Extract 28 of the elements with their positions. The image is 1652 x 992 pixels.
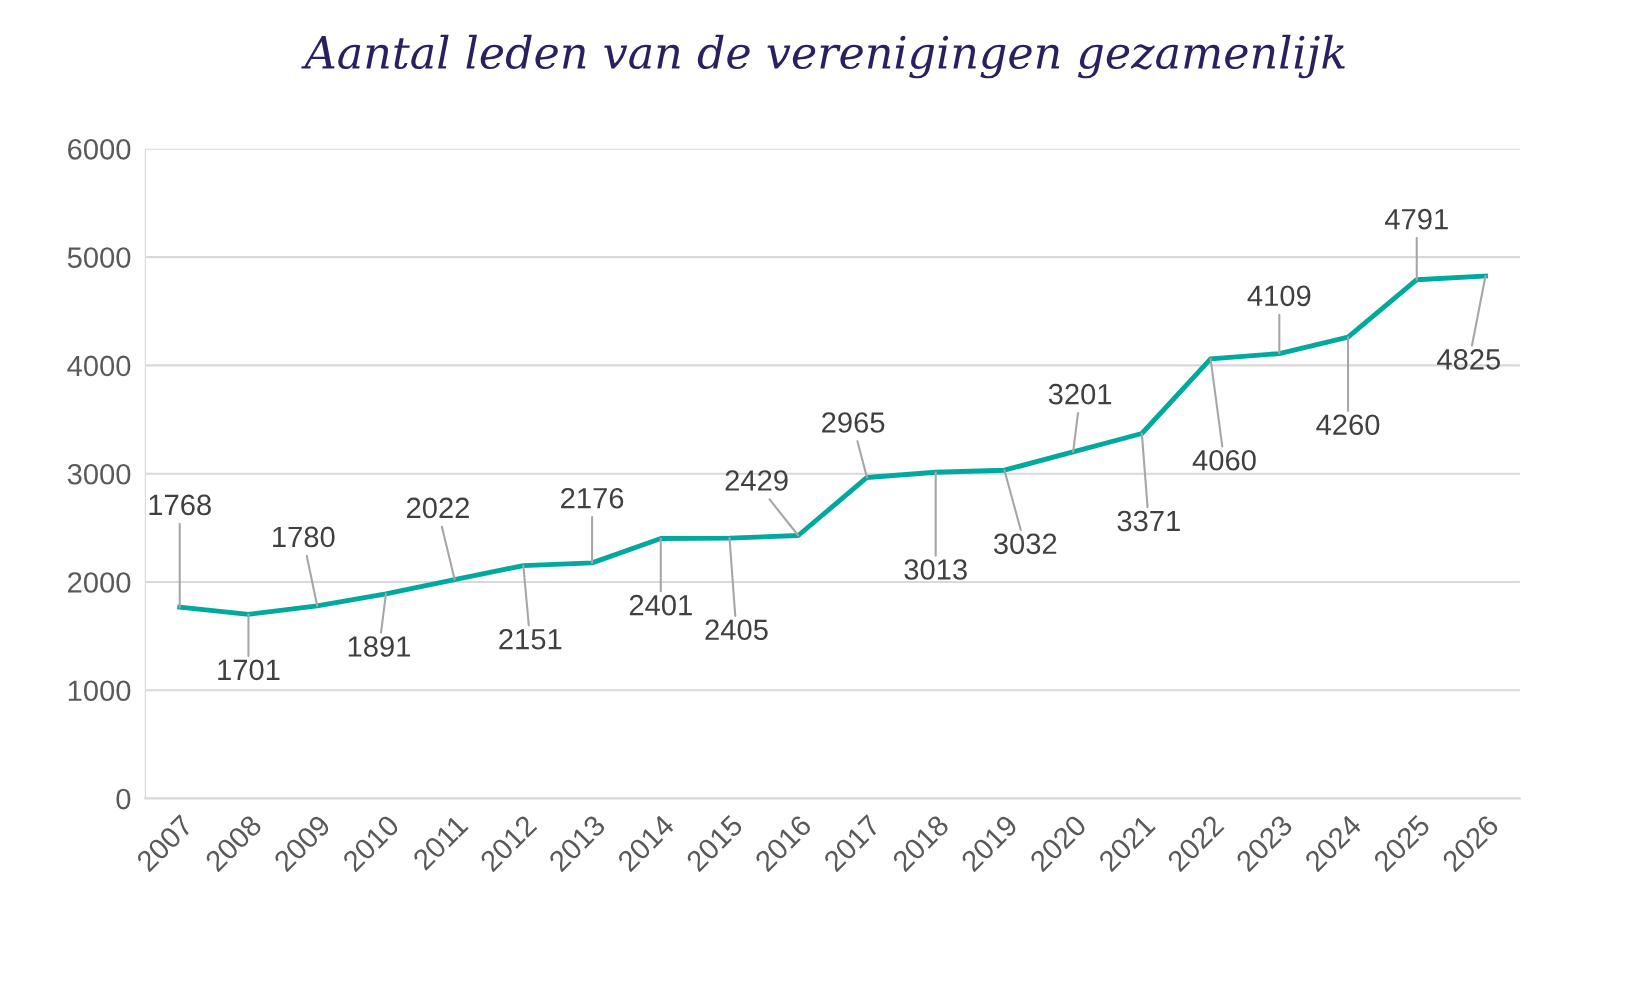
y-tick-label: 1000 bbox=[68, 680, 131, 702]
data-label: 1891 bbox=[348, 636, 410, 657]
data-label: 4109 bbox=[1247, 285, 1311, 307]
data-label: 2401 bbox=[629, 594, 692, 616]
data-label: 3032 bbox=[993, 533, 1057, 555]
chart-title: Aantal leden van de verenigingen gezamenlijk bbox=[301, 34, 1345, 79]
data-label: 2429 bbox=[725, 470, 788, 491]
y-tick-label: 4000 bbox=[67, 355, 131, 377]
data-label: 1701 bbox=[218, 659, 280, 681]
data-label: 3013 bbox=[904, 559, 967, 580]
y-tick-label: 2000 bbox=[68, 572, 131, 593]
data-label: 4260 bbox=[1316, 414, 1380, 436]
data-label: 2176 bbox=[561, 487, 624, 509]
data-label: 3201 bbox=[1048, 383, 1112, 405]
data-label: 2965 bbox=[822, 412, 885, 433]
data-label: 1780 bbox=[273, 526, 335, 548]
data-label: 3371 bbox=[1117, 510, 1180, 532]
y-tick-label: 6000 bbox=[68, 139, 131, 160]
data-label: 1768 bbox=[149, 494, 211, 516]
data-label: 2405 bbox=[705, 619, 768, 641]
y-tick-label: 5000 bbox=[67, 247, 131, 268]
y-tick-label: 3000 bbox=[67, 463, 131, 485]
data-label: 2022 bbox=[406, 497, 469, 519]
y-tick-label: 0 bbox=[116, 788, 131, 810]
data-label: 2151 bbox=[499, 628, 562, 650]
data-label: 4791 bbox=[1384, 208, 1448, 230]
data-label: 4060 bbox=[1192, 449, 1256, 471]
data-label: 4825 bbox=[1437, 349, 1501, 370]
